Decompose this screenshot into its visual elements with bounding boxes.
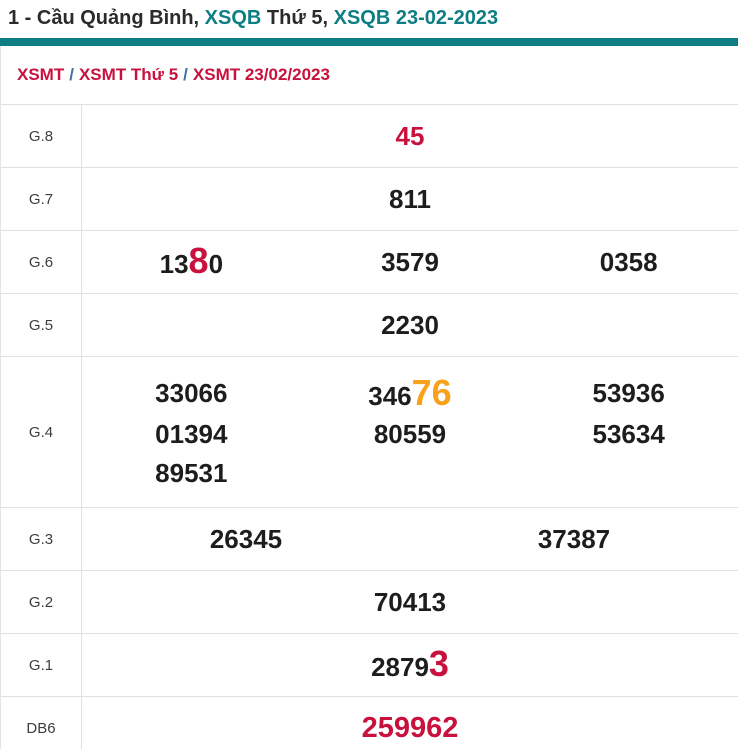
digits: 01394 bbox=[155, 419, 228, 450]
prize-number: 37387 bbox=[538, 523, 610, 556]
highlighted-digits: 3 bbox=[428, 643, 449, 685]
results-box: XSMT / XSMT Thứ 5/XSMT 23/02/2023 G.8 45 G.7… bbox=[0, 46, 738, 749]
highlighted-digits: 76 bbox=[411, 371, 452, 413]
prize-label: G.8 bbox=[1, 105, 82, 167]
prize-label: G.1 bbox=[1, 634, 82, 696]
breadcrumb-separator: / bbox=[183, 65, 188, 84]
prize-number: 70413 bbox=[374, 586, 446, 619]
digits: 37387 bbox=[537, 523, 611, 554]
prize-number: 53634 bbox=[593, 418, 665, 451]
digits: 33066 bbox=[155, 378, 228, 409]
prize-row-g5: G.5 2230 bbox=[1, 293, 738, 356]
prize-row-g4: G.4 33066 34676 53936 01394 80559 53634 89531 bbox=[1, 356, 738, 507]
prize-row-g8: G.8 45 bbox=[1, 104, 738, 167]
prize-values: 26345 37387 bbox=[82, 508, 738, 570]
prize-label: G.5 bbox=[1, 294, 82, 356]
digits: 89531 bbox=[155, 457, 228, 488]
prize-number: 2230 bbox=[381, 309, 439, 342]
digits: 2879 bbox=[371, 652, 429, 683]
prize-row-g1: G.1 28793 bbox=[1, 633, 738, 696]
prize-values: 2230 bbox=[82, 294, 738, 356]
page-title: 1 - Cầu Quảng Bình, XSQB Thứ 5, XSQB 23-… bbox=[0, 0, 738, 31]
prize-number: 3579 bbox=[381, 246, 439, 279]
digits: 13 bbox=[159, 249, 189, 280]
prize-values: 259962 bbox=[82, 697, 738, 749]
highlighted-digits: 259962 bbox=[361, 711, 459, 744]
prize-number: 1380 bbox=[160, 243, 223, 281]
title-text: Thứ 5, bbox=[261, 7, 334, 29]
prize-values: 811 bbox=[82, 168, 738, 230]
prize-values: 1380 3579 0358 bbox=[82, 231, 738, 293]
digits: 2230 bbox=[381, 309, 439, 340]
digits: 26345 bbox=[209, 523, 283, 554]
prize-number: 0358 bbox=[600, 246, 658, 279]
digits: 811 bbox=[389, 183, 431, 214]
prize-number: 33066 bbox=[155, 377, 227, 410]
prize-row-db6: DB6 259962 bbox=[1, 696, 738, 749]
prize-label: DB6 bbox=[1, 697, 82, 749]
prize-values: 45 bbox=[82, 105, 738, 167]
prize-label: G.4 bbox=[1, 357, 82, 507]
breadcrumb-separator: / bbox=[69, 65, 74, 84]
title-text: 1 - Cầu Quảng Bình, bbox=[8, 7, 205, 29]
prize-number: 259962 bbox=[362, 710, 459, 746]
prize-label: G.2 bbox=[1, 571, 82, 633]
digits: 80559 bbox=[373, 419, 447, 450]
breadcrumb-link-2[interactable]: XSMT 23/02/2023 bbox=[192, 65, 330, 84]
digits: 53936 bbox=[592, 378, 665, 409]
prize-label: G.6 bbox=[1, 231, 82, 293]
prize-row-g3: G.3 26345 37387 bbox=[1, 507, 738, 570]
prize-number: 89531 bbox=[155, 457, 227, 490]
prize-number: 45 bbox=[396, 120, 425, 153]
prize-number: 34676 bbox=[368, 371, 452, 413]
prize-number: 26345 bbox=[210, 523, 282, 556]
prize-values: 33066 34676 53936 01394 80559 53634 89531 bbox=[82, 357, 738, 507]
title-link[interactable]: XSQB bbox=[204, 7, 262, 29]
prize-number: 01394 bbox=[155, 418, 227, 451]
teal-divider bbox=[0, 38, 738, 46]
prize-values: 28793 bbox=[82, 634, 738, 696]
prize-number: 80559 bbox=[374, 418, 446, 451]
digits: 0 bbox=[208, 249, 224, 280]
prize-row-g6: G.6 1380 3579 0358 bbox=[1, 230, 738, 293]
prize-number: 53936 bbox=[593, 377, 665, 410]
digits: 3579 bbox=[381, 246, 439, 277]
prize-label: G.7 bbox=[1, 168, 82, 230]
results-table: G.8 45 G.7 811 G.6 1380 3579 0358 G.5 2230 G.4 3306… bbox=[1, 104, 738, 749]
title-link[interactable]: XSQB 23-02-2023 bbox=[333, 7, 499, 29]
prize-number: 28793 bbox=[371, 646, 449, 684]
breadcrumb-link-0[interactable]: XSMT bbox=[17, 65, 65, 84]
prize-row-g7: G.7 811 bbox=[1, 167, 738, 230]
digits: 0358 bbox=[599, 246, 658, 277]
breadcrumb-link-1[interactable]: XSMT Thứ 5 bbox=[78, 65, 179, 84]
digits: 70413 bbox=[373, 586, 447, 617]
prize-label: G.3 bbox=[1, 508, 82, 570]
digits: 346 bbox=[368, 380, 412, 411]
prize-row-g2: G.2 70413 bbox=[1, 570, 738, 633]
highlighted-digits: 45 bbox=[395, 120, 425, 151]
digits: 53634 bbox=[592, 419, 665, 450]
breadcrumb: XSMT / XSMT Thứ 5/XSMT 23/02/2023 bbox=[1, 46, 738, 104]
highlighted-digits: 8 bbox=[188, 240, 209, 282]
prize-values: 70413 bbox=[82, 571, 738, 633]
prize-number: 811 bbox=[389, 183, 431, 216]
